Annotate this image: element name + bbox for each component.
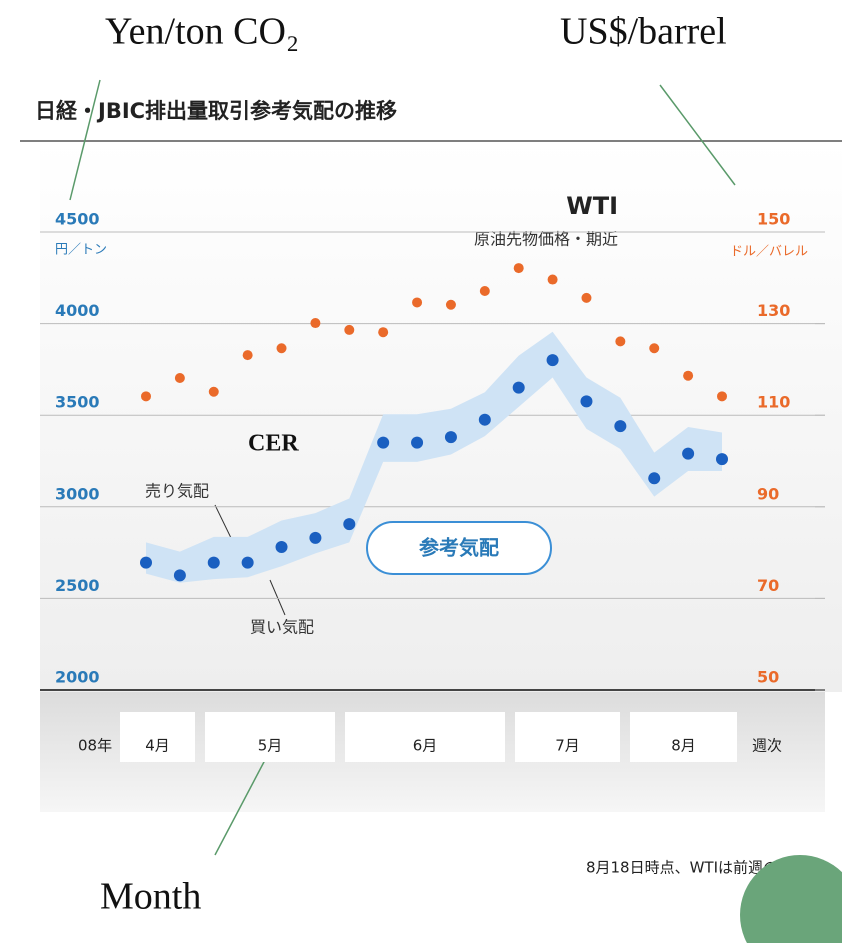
y2-tick-label: 70 <box>757 576 779 595</box>
month-box <box>345 712 505 762</box>
annotation-line <box>69 79 101 201</box>
leader-line <box>214 504 233 541</box>
callout: 参考気配 <box>419 536 499 560</box>
data-point <box>141 391 151 402</box>
data-point <box>344 324 355 335</box>
x-tick-label: 5月 <box>258 737 283 755</box>
data-point <box>242 350 253 361</box>
data-point <box>276 343 287 354</box>
data-point <box>343 518 356 531</box>
data-point <box>513 263 524 274</box>
data-point <box>649 343 660 354</box>
data-point <box>241 556 254 569</box>
y2-tick-label: 90 <box>757 484 779 503</box>
data-point <box>614 420 627 433</box>
data-point <box>478 413 491 426</box>
wti-subtitle: 原油先物価格・期近 <box>474 230 618 249</box>
y-tick-label: 2500 <box>55 576 100 595</box>
x-unit: 週次 <box>752 737 782 755</box>
data-point <box>275 541 288 554</box>
y-tick-label: 4000 <box>55 301 100 320</box>
y2-tick-label: 130 <box>757 301 790 320</box>
annotation: Month <box>100 876 201 918</box>
annotation-line <box>214 759 266 856</box>
data-point <box>717 391 727 402</box>
data-point <box>444 431 457 444</box>
annotation: US$/barrel <box>560 11 727 53</box>
data-point <box>479 285 490 296</box>
y2-tick-label: 110 <box>757 393 790 412</box>
data-point <box>716 453 728 466</box>
y-tick-label: 3500 <box>55 393 100 412</box>
data-point <box>377 436 390 449</box>
data-point <box>309 531 322 544</box>
callout-box <box>366 521 552 575</box>
data-point <box>140 556 152 569</box>
data-point <box>411 436 424 449</box>
data-point <box>512 381 525 394</box>
x-year: 08年 <box>78 737 112 755</box>
month-box <box>515 712 620 762</box>
y2-tick-label: 50 <box>757 668 779 687</box>
data-point <box>174 373 185 384</box>
series-label: WTI <box>566 192 618 220</box>
month-box <box>630 712 737 762</box>
y-tick-label: 3000 <box>55 484 100 503</box>
y-tick-label: 2000 <box>55 668 100 687</box>
y-unit: 円／トン <box>55 243 107 258</box>
data-point <box>445 299 456 310</box>
series-label: 売り気配 <box>145 482 209 501</box>
annotation: Yen/ton CO₂ <box>105 11 299 53</box>
x-tick-label: 4月 <box>145 737 170 755</box>
data-point <box>682 447 695 460</box>
x-tick-label: 7月 <box>555 737 580 755</box>
quote-band <box>146 331 722 583</box>
data-point <box>615 336 626 347</box>
data-point <box>378 327 389 338</box>
data-point <box>648 472 661 485</box>
y2-unit: ドル／バレル <box>730 245 808 260</box>
data-point <box>581 292 592 303</box>
data-point <box>208 386 219 397</box>
data-point <box>546 354 559 367</box>
month-box <box>205 712 335 762</box>
data-point <box>310 318 321 329</box>
data-point <box>207 556 220 569</box>
data-point <box>580 395 593 408</box>
y2-tick-label: 150 <box>757 210 790 229</box>
footnote: 8月18日時点、WTIは前週の平均 <box>586 859 808 877</box>
y-tick-label: 4500 <box>55 210 100 229</box>
leader-line <box>269 579 286 616</box>
month-box <box>120 712 195 762</box>
chart-title: 日経・JBIC排出量取引参考気配の推移 <box>35 99 397 123</box>
x-tick-label: 6月 <box>413 737 438 755</box>
data-point <box>547 274 558 285</box>
data-point <box>683 370 694 381</box>
series-label: CER <box>248 431 299 457</box>
data-point <box>173 569 186 582</box>
data-point <box>412 297 423 308</box>
series-label: 買い気配 <box>250 618 314 637</box>
decoration-circle <box>740 855 842 943</box>
annotation-line <box>659 84 736 186</box>
x-tick-label: 8月 <box>671 737 696 755</box>
